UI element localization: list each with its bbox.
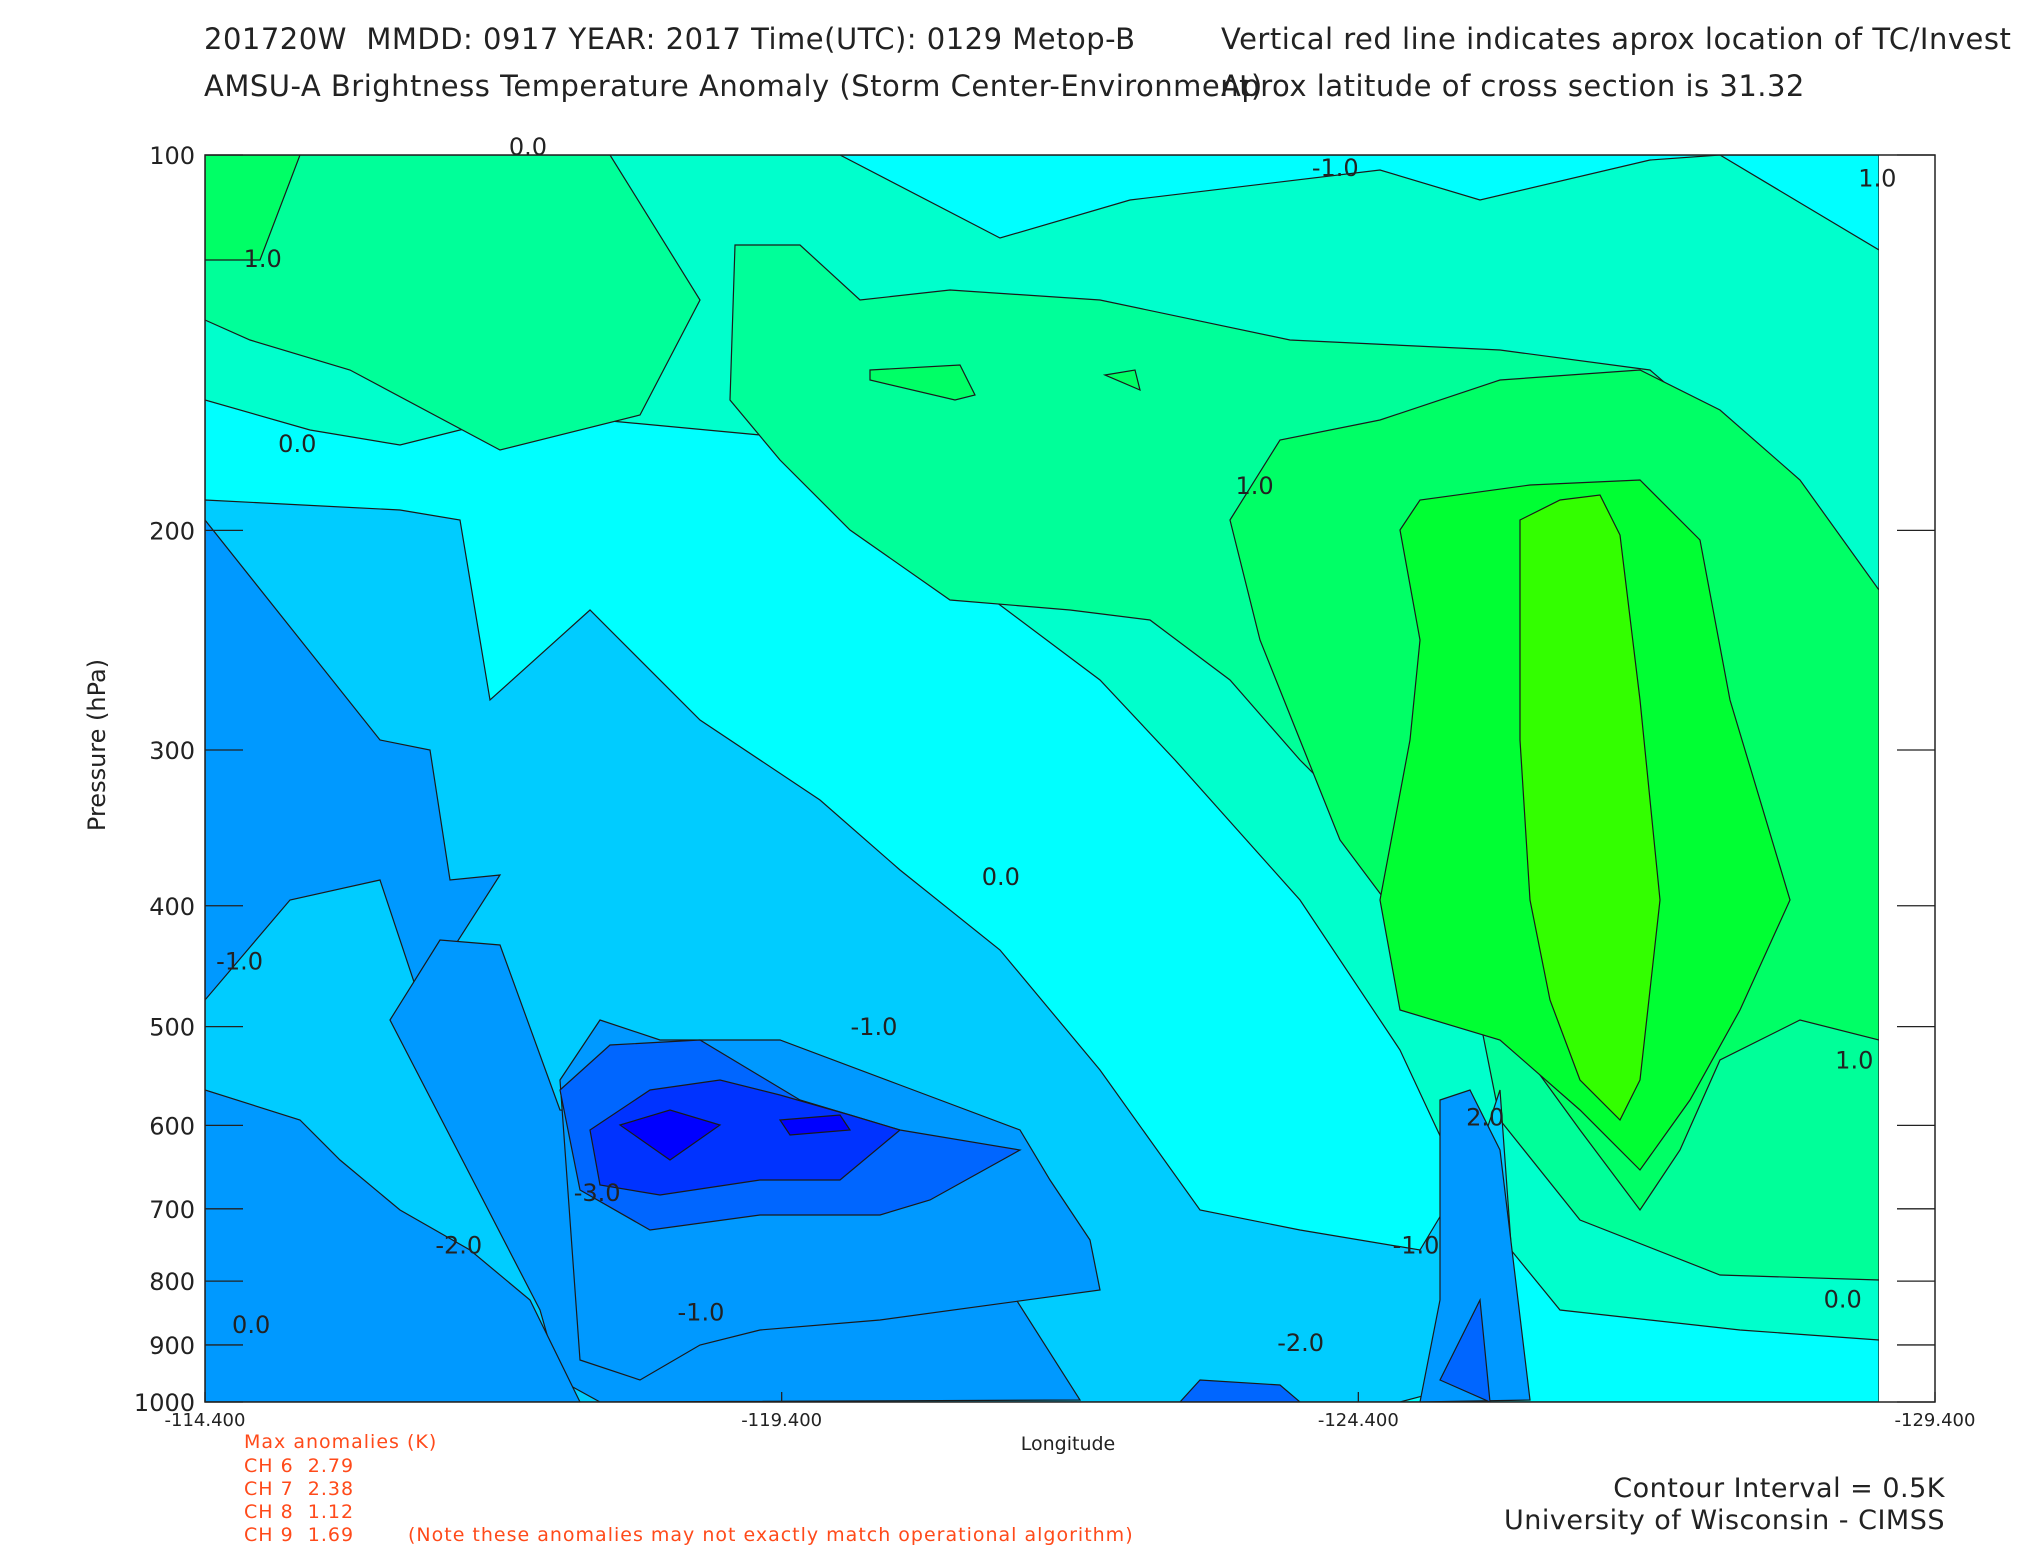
y-tick-label: 100 — [149, 142, 195, 170]
anomaly-value: 2.79 — [307, 1455, 355, 1477]
contour-region-min3 — [618, 1109, 722, 1161]
contour-label: -3.0 — [574, 1179, 621, 1207]
contour-label: -1.0 — [678, 1298, 725, 1326]
anomaly-value: 2.38 — [307, 1478, 355, 1500]
contour-region-min15 — [205, 519, 502, 1002]
anomaly-value: 1.69 — [307, 1524, 355, 1546]
contour-label: 1.0 — [244, 245, 282, 273]
anomaly-value: 1.12 — [307, 1501, 355, 1523]
y-tick-label: 300 — [149, 737, 195, 765]
contour-region-1 — [1102, 369, 1141, 392]
contour-region-1 — [205, 155, 301, 261]
contour-region-min2 — [1439, 1297, 1491, 1402]
contour-label: 0.0 — [232, 1311, 270, 1339]
contour-label: 1.0 — [1835, 1046, 1873, 1074]
anomalies-title: Max anomalies (K) — [244, 1431, 438, 1453]
contour-label: 0.0 — [509, 133, 547, 161]
contour-label: -1.0 — [1312, 154, 1359, 182]
anomaly-label: CH 9 — [244, 1524, 294, 1546]
x-axis-title: Longitude — [1021, 1433, 1116, 1455]
contour-region-min25 — [589, 1079, 902, 1196]
anomalies-note: (Note these anomalies may not exactly ma… — [408, 1524, 1134, 1546]
y-axis-title: Pressure (hPa) — [83, 659, 111, 831]
contour-region-min3 — [778, 1114, 852, 1136]
contour-label: -2.0 — [435, 1231, 482, 1259]
contour-label: 1.0 — [1235, 472, 1273, 500]
anomaly-label: CH 8 — [244, 1501, 294, 1523]
y-tick-label: 800 — [149, 1268, 195, 1296]
plot-right-blank — [1879, 156, 1934, 1401]
header-line1-left: 201720W MMDD: 0917 YEAR: 2017 Time(UTC):… — [204, 22, 1136, 56]
contour-region-05 — [205, 155, 701, 451]
contour-interval: Contour Interval = 0.5K — [1613, 1473, 1945, 1504]
anomaly-label: CH 7 — [244, 1478, 294, 1500]
y-tick-label: 900 — [149, 1332, 195, 1360]
contour-label: 2.0 — [1466, 1103, 1504, 1131]
anomaly-row-ch8: CH 8 1.12 — [244, 1501, 354, 1523]
anomaly-label: CH 6 — [244, 1455, 294, 1477]
plot-frame — [204, 154, 1936, 1403]
contour-label: 1.0 — [1858, 165, 1896, 193]
contour-region-min15 — [205, 1089, 581, 1402]
y-tick-label: 600 — [149, 1112, 195, 1140]
contour-label: -2.0 — [1277, 1329, 1324, 1357]
x-tick-label: -119.400 — [741, 1410, 822, 1431]
credit: University of Wisconsin - CIMSS — [1503, 1505, 1945, 1536]
y-tick-label: 400 — [149, 893, 195, 921]
contour-label: 0.0 — [1824, 1286, 1862, 1314]
contour-label: -1.0 — [851, 1013, 898, 1041]
header-line2-right: Aprox latitude of cross section is 31.32 — [1221, 69, 1805, 103]
y-tick-label: 1000 — [134, 1389, 195, 1417]
contour-label: 0.0 — [982, 863, 1020, 891]
anomaly-row-ch7: CH 7 2.38 — [244, 1478, 354, 1500]
anomaly-row-ch9: CH 9 1.69 — [244, 1524, 354, 1546]
contour-region-2 — [1519, 494, 1661, 1122]
contour-region-min15 — [1419, 1089, 1531, 1402]
contour-region-1 — [869, 364, 976, 401]
contour-label: -1.0 — [1393, 1231, 1440, 1259]
x-tick-label: -124.400 — [1318, 1410, 1399, 1431]
y-tick-label: 200 — [149, 517, 195, 545]
x-tick-label: -114.400 — [165, 1410, 246, 1431]
y-tick-label: 700 — [149, 1196, 195, 1224]
contour-label: -1.0 — [216, 948, 263, 976]
y-tick-label: 500 — [149, 1014, 195, 1042]
anomaly-row-ch6: CH 6 2.79 — [244, 1455, 354, 1477]
contour-label: 0.0 — [278, 430, 316, 458]
header-line1-right: Vertical red line indicates aprox locati… — [1221, 22, 2012, 56]
header-line2-left: AMSU-A Brightness Temperature Anomaly (S… — [204, 69, 1263, 103]
contour-region-min2 — [1179, 1379, 1301, 1402]
x-tick-label: -129.400 — [1895, 1410, 1976, 1431]
